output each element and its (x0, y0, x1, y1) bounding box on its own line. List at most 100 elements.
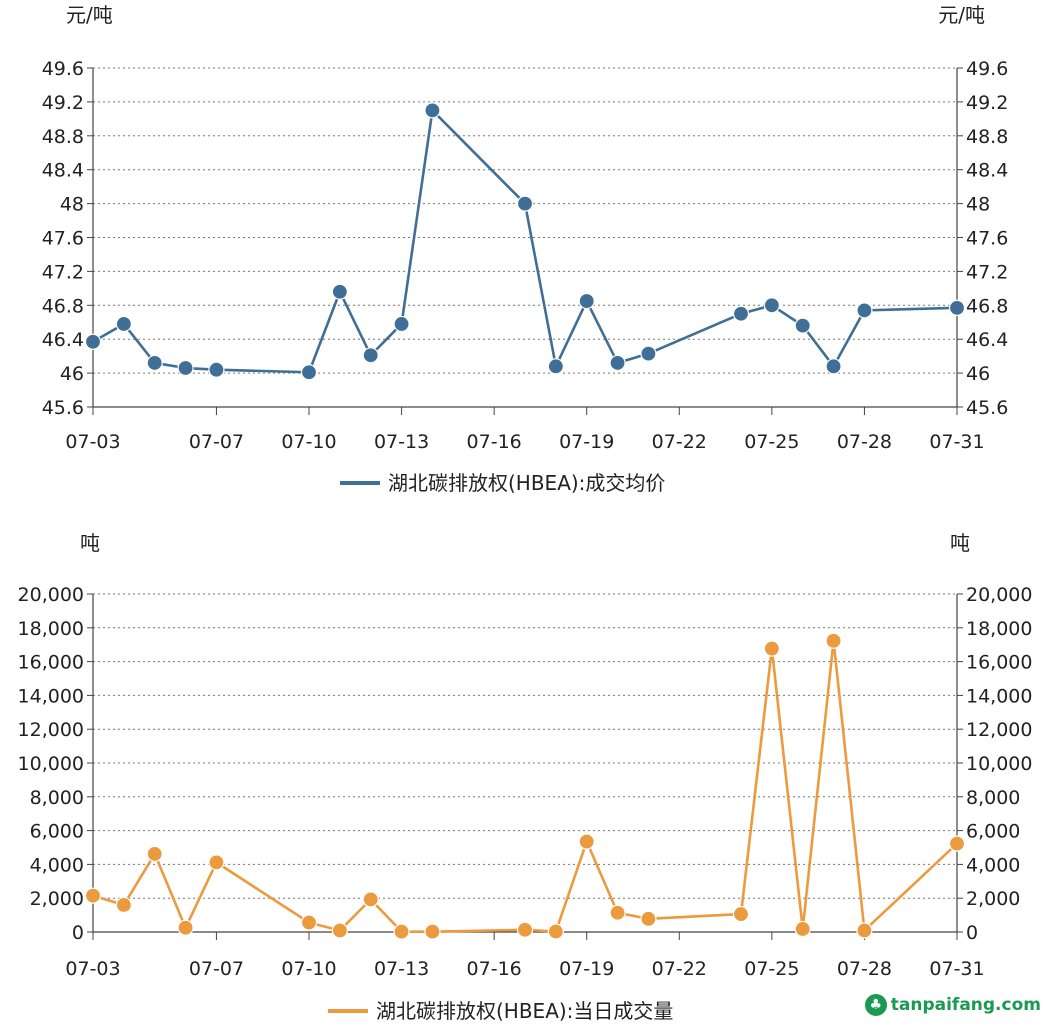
data-point (516, 195, 534, 212)
data-point (856, 302, 873, 319)
data-point (424, 102, 441, 119)
data-point (609, 354, 626, 372)
x-tick-label: 07-22 (652, 431, 707, 453)
data-point (578, 833, 595, 850)
x-tick-label: 07-25 (744, 958, 799, 980)
y-tick-label-right: 46.4 (966, 329, 1008, 351)
x-tick-label: 07-31 (929, 958, 984, 980)
y-tick-label-right: 10,000 (966, 753, 1032, 775)
data-point (362, 347, 379, 364)
data-point (547, 358, 564, 375)
x-tick-label: 07-10 (281, 431, 336, 453)
y-tick-label-left: 47.6 (42, 228, 84, 250)
chart-2: 20,000 20,000 18,000 18,000 16,000 16,000 14,0… (18, 531, 1033, 1023)
unit-label-left: 元/吨 (66, 3, 113, 27)
x-tick-label: 07-22 (652, 958, 707, 980)
y-tick-label-right: 45.6 (966, 397, 1008, 419)
legend-label: 湖北碳排放权(HBEA):成交均价 (388, 471, 665, 495)
y-tick-label-right: 20,000 (966, 584, 1032, 606)
data-point (300, 914, 318, 931)
data-point (146, 845, 163, 863)
data-point (424, 923, 441, 940)
y-tick-label-left: 47.2 (42, 261, 84, 283)
chart-1: 49.6 49.6 49.2 49.2 48.8 48.8 48.4 48.4 48 48 47.6… (42, 3, 1009, 495)
data-point (640, 345, 657, 362)
data-point (84, 333, 102, 350)
y-tick-label-left: 48 (60, 194, 84, 216)
y-tick-label-left: 46 (60, 363, 84, 385)
x-tick-label: 07-13 (374, 431, 429, 453)
data-point (763, 640, 780, 657)
y-tick-label-left: 0 (72, 922, 84, 944)
y-tick-label-right: 47.6 (966, 228, 1008, 250)
data-point (516, 921, 534, 938)
y-tick-label-left: 2,000 (30, 888, 84, 910)
data-point (732, 905, 750, 923)
data-point (794, 920, 811, 938)
data-point (115, 315, 132, 333)
data-point (146, 354, 163, 372)
data-point (763, 297, 780, 314)
y-tick-label-left: 48.8 (42, 126, 84, 148)
x-tick-label: 07-03 (65, 958, 120, 980)
y-tick-label-left: 10,000 (18, 753, 84, 775)
y-tick-label-left: 6,000 (30, 821, 84, 843)
unit-label-right: 元/吨 (938, 3, 985, 27)
x-tick-label: 07-28 (837, 958, 892, 980)
y-tick-label-left: 20,000 (18, 584, 84, 606)
x-tick-label: 07-07 (189, 431, 244, 453)
y-tick-label-right: 14,000 (966, 685, 1032, 707)
y-tick-label-right: 16,000 (966, 652, 1032, 674)
x-tick-label: 07-16 (467, 958, 522, 980)
data-point (825, 358, 842, 375)
data-point (300, 364, 318, 381)
data-point (208, 361, 225, 378)
y-tick-label-right: 8,000 (966, 787, 1020, 809)
watermark: ♣ tanpaifang.com (864, 994, 1041, 1016)
data-point (948, 299, 966, 316)
y-tick-label-right: 48 (966, 194, 990, 216)
y-tick-label-right: 49.2 (966, 92, 1008, 114)
y-tick-label-right: 18,000 (966, 618, 1032, 640)
y-tick-label-right: 4,000 (966, 854, 1020, 876)
y-tick-label-left: 4,000 (30, 854, 84, 876)
data-point (640, 910, 657, 927)
x-tick-label: 07-13 (374, 958, 429, 980)
y-tick-label-right: 6,000 (966, 821, 1020, 843)
y-tick-label-left: 46.4 (42, 329, 84, 351)
data-point (362, 891, 379, 908)
data-point (547, 923, 564, 940)
data-point (177, 919, 194, 936)
y-tick-label-left: 45.6 (42, 397, 84, 419)
x-tick-label: 07-28 (837, 431, 892, 453)
data-point (794, 317, 811, 334)
y-tick-label-left: 46.8 (42, 295, 84, 317)
data-point (331, 922, 348, 939)
x-tick-label: 07-31 (929, 431, 984, 453)
data-point (578, 292, 595, 310)
y-tick-label-right: 47.2 (966, 261, 1008, 283)
data-point (84, 887, 102, 904)
data-point (208, 854, 225, 871)
data-point (609, 904, 626, 921)
data-point (115, 896, 132, 914)
unit-label-left: 吨 (80, 531, 100, 555)
y-tick-label-left: 8,000 (30, 787, 84, 809)
data-point (856, 922, 873, 939)
data-point (732, 305, 750, 322)
y-tick-label-left: 48.4 (42, 160, 84, 182)
watermark-text: tanpaifang.com (890, 995, 1041, 1015)
legend-label: 湖北碳排放权(HBEA):当日成交量 (376, 999, 673, 1023)
data-point (331, 283, 348, 300)
y-tick-label-left: 14,000 (18, 685, 84, 707)
y-tick-label-right: 2,000 (966, 888, 1020, 910)
data-point (948, 835, 966, 852)
y-tick-label-right: 0 (966, 922, 978, 944)
data-point (393, 315, 410, 333)
y-tick-label-left: 18,000 (18, 618, 84, 640)
y-tick-label-right: 49.6 (966, 58, 1008, 80)
y-tick-label-left: 49.6 (42, 58, 84, 80)
data-point (177, 359, 194, 377)
